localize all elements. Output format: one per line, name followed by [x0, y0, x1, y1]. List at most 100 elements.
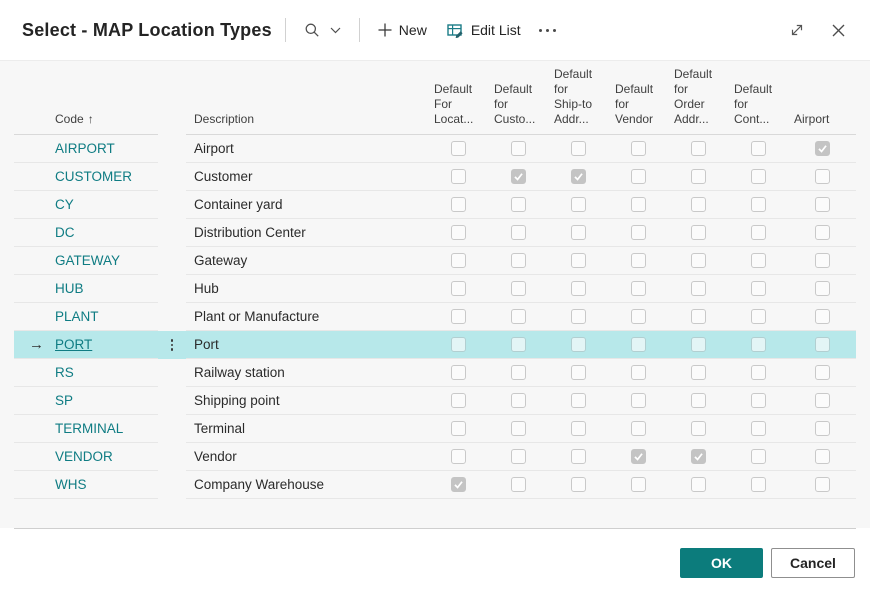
table-row[interactable]: PLANT Plant or Manufacture: [14, 303, 856, 331]
checkbox-default-for-customer[interactable]: [510, 337, 526, 352]
table-row[interactable]: AIRPORT Airport: [14, 135, 856, 163]
checkbox-airport[interactable]: [814, 253, 830, 268]
description-cell[interactable]: Container yard: [186, 191, 428, 219]
table-row[interactable]: TERMINAL Terminal: [14, 415, 856, 443]
description-cell[interactable]: Distribution Center: [186, 219, 428, 247]
checkbox-default-for-vendor[interactable]: [631, 281, 646, 296]
checkbox-default-for-ship-to-address[interactable]: [571, 421, 586, 436]
checkbox-airport[interactable]: [814, 337, 830, 352]
code-link[interactable]: VENDOR: [55, 449, 113, 464]
checkbox-default-for-order-address[interactable]: [690, 365, 706, 380]
checkbox-default-for-contact[interactable]: [750, 337, 766, 352]
checkbox-airport[interactable]: [814, 393, 830, 408]
checkbox-airport[interactable]: [814, 477, 830, 492]
checkbox-default-for-vendor[interactable]: [631, 141, 646, 156]
row-options-icon[interactable]: [158, 331, 186, 359]
checkbox-default-for-ship-to-address[interactable]: [571, 309, 586, 324]
table-row[interactable]: CUSTOMER Customer: [14, 163, 856, 191]
more-options-button[interactable]: [531, 23, 564, 38]
checkbox-default-for-contact[interactable]: [750, 253, 766, 268]
code-link[interactable]: DC: [55, 225, 75, 240]
table-row[interactable]: SP Shipping point: [14, 387, 856, 415]
checkbox-default-for-customer[interactable]: [510, 225, 526, 240]
edit-list-button[interactable]: Edit List: [437, 16, 531, 44]
description-cell[interactable]: Terminal: [186, 415, 428, 443]
checkbox-airport[interactable]: [814, 309, 830, 324]
column-header-default-for-contact[interactable]: Default for Cont...: [728, 61, 788, 135]
checkbox-airport[interactable]: [814, 421, 830, 436]
ok-button[interactable]: OK: [680, 547, 763, 578]
checkbox-default-for-ship-to-address[interactable]: [571, 225, 586, 240]
checkbox-default-for-ship-to-address[interactable]: [571, 365, 586, 380]
code-link[interactable]: WHS: [55, 477, 87, 492]
checkbox-default-for-vendor[interactable]: [631, 365, 646, 380]
table-row[interactable]: CY Container yard: [14, 191, 856, 219]
checkbox-default-for-vendor[interactable]: [631, 449, 646, 464]
code-link[interactable]: PLANT: [55, 309, 99, 324]
checkbox-default-for-ship-to-address[interactable]: [571, 393, 586, 408]
description-cell[interactable]: Company Warehouse: [186, 471, 428, 499]
checkbox-default-for-contact[interactable]: [750, 393, 766, 408]
checkbox-default-for-location[interactable]: [450, 393, 466, 408]
checkbox-default-for-order-address[interactable]: [690, 309, 706, 324]
checkbox-default-for-order-address[interactable]: [690, 421, 706, 436]
checkbox-default-for-location[interactable]: [450, 169, 466, 184]
checkbox-default-for-ship-to-address[interactable]: [571, 197, 586, 212]
table-row[interactable]: VENDOR Vendor: [14, 443, 856, 471]
cancel-button[interactable]: Cancel: [771, 547, 855, 578]
checkbox-default-for-location[interactable]: [450, 309, 466, 324]
checkbox-default-for-location[interactable]: [450, 449, 466, 464]
checkbox-default-for-ship-to-address[interactable]: [571, 253, 586, 268]
description-cell[interactable]: Plant or Manufacture: [186, 303, 428, 331]
checkbox-airport[interactable]: [814, 197, 830, 212]
checkbox-default-for-customer[interactable]: [510, 421, 526, 436]
checkbox-airport[interactable]: [814, 281, 830, 296]
checkbox-default-for-location[interactable]: [450, 281, 466, 296]
code-link[interactable]: TERMINAL: [55, 421, 124, 436]
column-header-default-for-vendor[interactable]: Default for Vendor: [609, 61, 668, 135]
description-cell[interactable]: Vendor: [186, 443, 428, 471]
checkbox-default-for-customer[interactable]: [510, 281, 526, 296]
description-cell[interactable]: Railway station: [186, 359, 428, 387]
column-header-default-for-customer[interactable]: Default for Custo...: [488, 61, 548, 135]
code-link[interactable]: SP: [55, 393, 74, 408]
checkbox-default-for-order-address[interactable]: [690, 197, 706, 212]
checkbox-default-for-contact[interactable]: [750, 281, 766, 296]
column-header-airport[interactable]: Airport: [788, 61, 856, 135]
checkbox-default-for-order-address[interactable]: [690, 253, 706, 268]
checkbox-default-for-ship-to-address[interactable]: [571, 337, 586, 352]
checkbox-default-for-vendor[interactable]: [631, 197, 646, 212]
checkbox-default-for-ship-to-address[interactable]: [571, 449, 586, 464]
checkbox-default-for-contact[interactable]: [750, 477, 766, 492]
new-button[interactable]: New: [368, 16, 437, 44]
checkbox-default-for-order-address[interactable]: [690, 477, 706, 492]
checkbox-default-for-location[interactable]: [450, 477, 466, 492]
checkbox-default-for-customer[interactable]: [510, 169, 526, 184]
table-row[interactable]: DC Distribution Center: [14, 219, 856, 247]
checkbox-default-for-vendor[interactable]: [631, 477, 646, 492]
close-button[interactable]: [825, 17, 852, 44]
description-cell[interactable]: Port: [186, 331, 428, 359]
checkbox-default-for-order-address[interactable]: [690, 337, 706, 352]
checkbox-default-for-customer[interactable]: [510, 141, 526, 156]
code-link[interactable]: CY: [55, 197, 74, 212]
checkbox-default-for-order-address[interactable]: [690, 281, 706, 296]
checkbox-default-for-order-address[interactable]: [690, 449, 706, 464]
table-row[interactable]: → PORT Port: [14, 331, 856, 359]
column-header-description[interactable]: Description: [186, 61, 428, 135]
checkbox-default-for-location[interactable]: [450, 197, 466, 212]
checkbox-default-for-contact[interactable]: [750, 309, 766, 324]
checkbox-default-for-vendor[interactable]: [631, 169, 646, 184]
checkbox-default-for-contact[interactable]: [750, 449, 766, 464]
checkbox-default-for-vendor[interactable]: [631, 225, 646, 240]
code-link[interactable]: PORT: [55, 337, 93, 352]
checkbox-default-for-vendor[interactable]: [631, 337, 646, 352]
description-cell[interactable]: Hub: [186, 275, 428, 303]
checkbox-default-for-customer[interactable]: [510, 253, 526, 268]
column-header-code[interactable]: Code ↑: [50, 61, 158, 135]
search-button[interactable]: [290, 16, 355, 44]
checkbox-default-for-contact[interactable]: [750, 365, 766, 380]
checkbox-default-for-location[interactable]: [450, 141, 466, 156]
checkbox-default-for-ship-to-address[interactable]: [571, 169, 586, 184]
checkbox-default-for-order-address[interactable]: [690, 141, 706, 156]
